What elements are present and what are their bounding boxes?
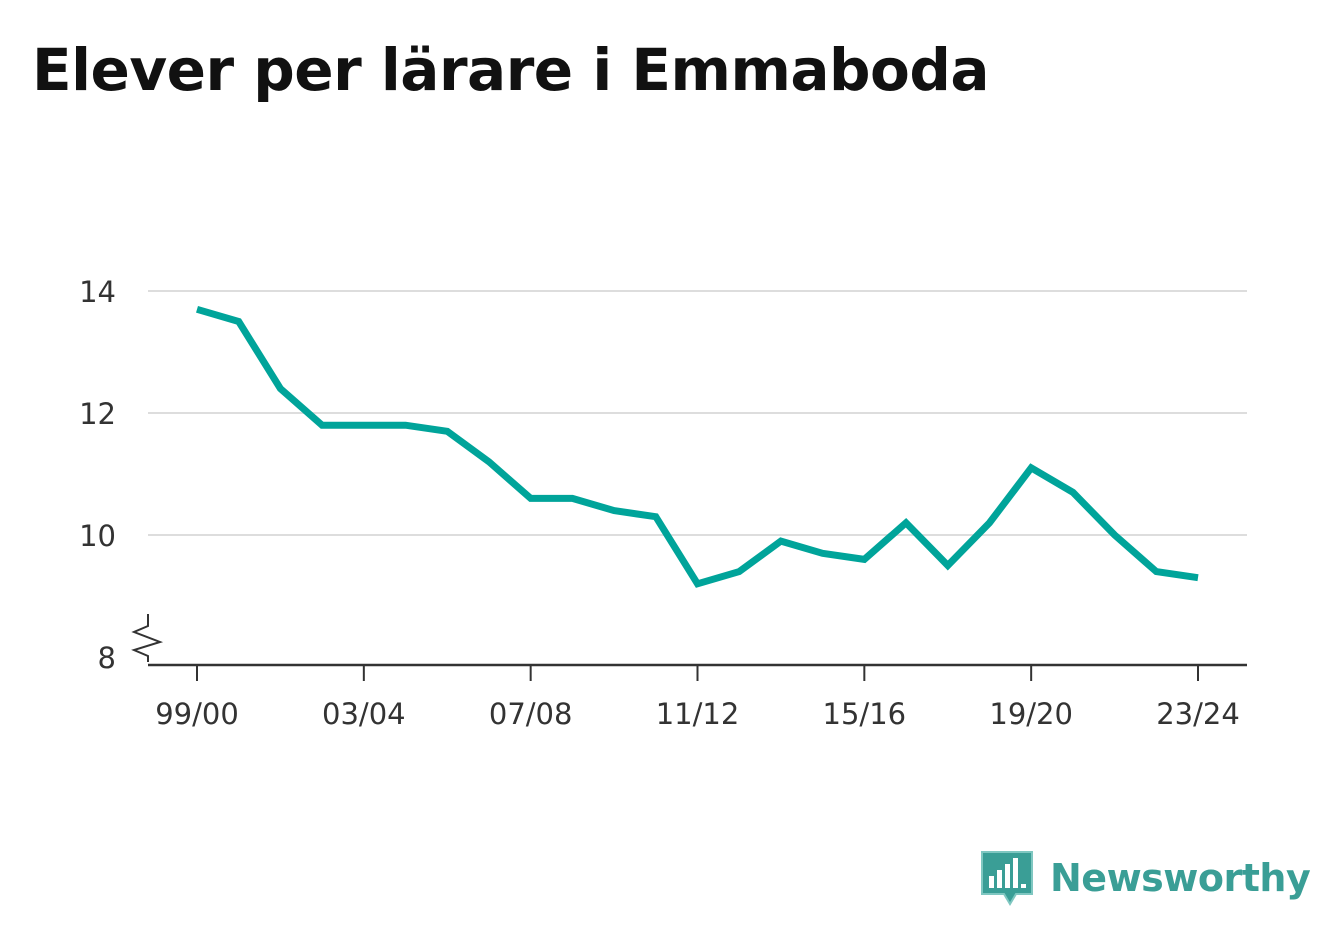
y-tick-label: 12 (79, 397, 116, 431)
y-axis: 8 10 12 14 (79, 275, 164, 675)
y-tick-label: 14 (79, 275, 116, 309)
x-tick-label: 23/24 (1156, 697, 1240, 731)
x-tick-label: 19/20 (989, 697, 1073, 731)
chart-title: Elever per lärare i Emmaboda (32, 36, 990, 104)
gridlines (148, 290, 1247, 536)
y-axis-break (131, 614, 164, 662)
y-tick-label: 8 (98, 641, 116, 675)
x-tick-label: 15/16 (823, 697, 907, 731)
series-group (196, 305, 1199, 588)
x-tick-label: 07/08 (489, 697, 573, 731)
y-tick-label: 10 (79, 519, 116, 553)
x-tick-label: 11/12 (656, 697, 740, 731)
x-axis: 99/00 03/04 07/08 11/12 15/16 19/20 23/24 (148, 663, 1247, 731)
newsworthy-logo: Newsworthy (980, 846, 1311, 910)
x-tick-label: 03/04 (322, 697, 406, 731)
x-tick-label: 99/00 (155, 697, 239, 731)
series-line (196, 305, 1199, 588)
newsworthy-logo-icon (981, 851, 1033, 906)
brand-name: Newsworthy (1050, 856, 1311, 900)
